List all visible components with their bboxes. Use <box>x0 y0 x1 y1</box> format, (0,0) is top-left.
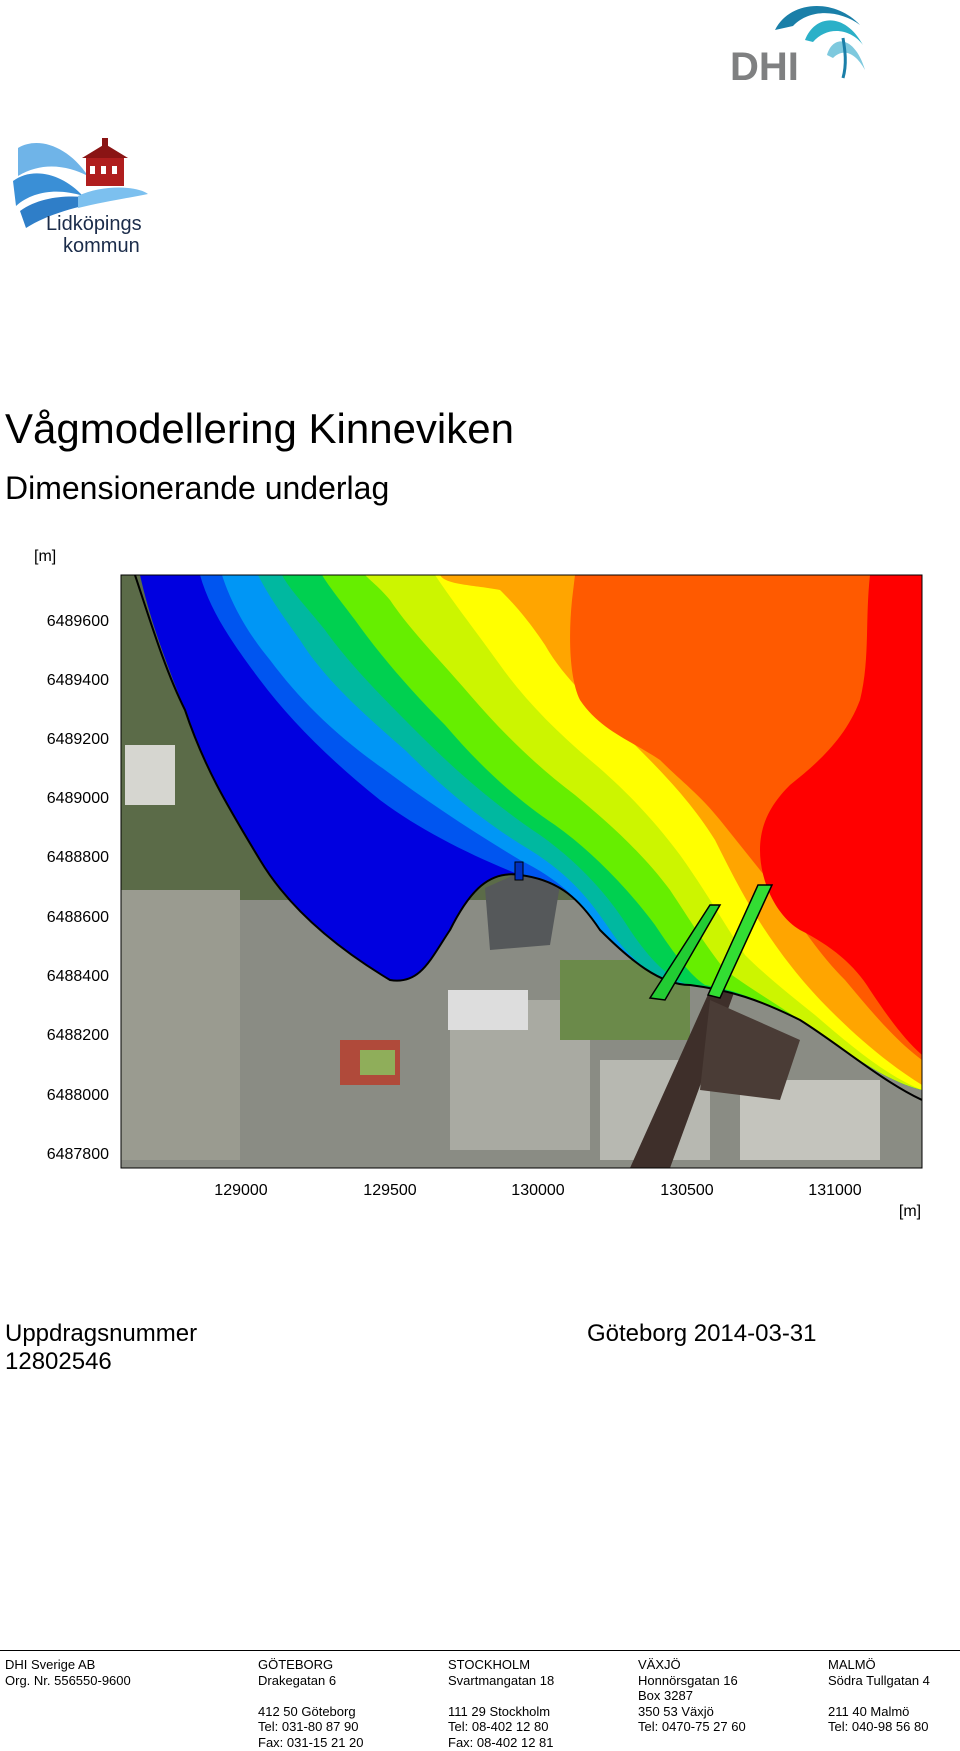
municipality-logo-line2: kommun <box>63 235 140 257</box>
footer-office-stockholm: STOCKHOLM Svartmangatan 18 111 29 Stockh… <box>448 1657 554 1751</box>
footer-line: MALMÖ <box>828 1657 876 1672</box>
assignment-label: Uppdragsnummer <box>5 1320 198 1347</box>
footer-line: Box 3287 <box>638 1688 693 1704</box>
footer-line: VÄXJÖ <box>638 1657 681 1672</box>
footer-line: Södra Tullgatan 4 <box>828 1672 930 1688</box>
dhi-logo: DHI <box>730 6 865 84</box>
place-and-date: Göteborg 2014-03-31 <box>587 1320 817 1347</box>
footer-line: Svartmangatan 18 <box>448 1672 555 1688</box>
footer-line: 111 29 Stockholm <box>448 1703 551 1719</box>
map-plot-area <box>121 575 922 1168</box>
wave-model-map: [m] 648960 <box>34 548 923 1220</box>
footer-office-malmo: MALMÖ Södra Tullgatan 4 211 40 Malmö Tel… <box>828 1657 930 1735</box>
y-tick-6488600: 6488600 <box>47 909 109 926</box>
footer-line: 211 40 Malmö <box>828 1703 910 1719</box>
y-unit-label: [m] <box>34 548 56 565</box>
footer-divider <box>0 1650 960 1651</box>
footer-line: 412 50 Göteborg <box>258 1703 356 1719</box>
footer-line: GÖTEBORG <box>258 1657 334 1672</box>
x-axis-ticks: 129000 129500 130000 130500 131000 <box>214 1182 861 1199</box>
y-axis-ticks: 6489600 6489400 6489200 6489000 6488800 … <box>47 613 109 1163</box>
x-tick-129500: 129500 <box>363 1182 416 1199</box>
footer-office-vaxjo: VÄXJÖ Honnörsgatan 16 Box 3287 350 53 Vä… <box>638 1657 746 1735</box>
footer-company: DHI Sverige AB Org. Nr. 556550-9600 <box>5 1657 131 1688</box>
y-tick-6489600: 6489600 <box>47 613 109 630</box>
footer-line: STOCKHOLM <box>448 1657 531 1672</box>
footer-office-goteborg: GÖTEBORG Drakegatan 6 412 50 Göteborg Te… <box>258 1657 364 1751</box>
footer-line: Tel: 08-402 12 80 <box>448 1719 549 1735</box>
footer-line: DHI Sverige AB <box>5 1657 96 1672</box>
document-title: Vågmodellering Kinneviken <box>5 405 514 452</box>
footer-line: Honnörsgatan 16 <box>638 1672 738 1688</box>
y-tick-6488200: 6488200 <box>47 1027 109 1044</box>
y-tick-6488800: 6488800 <box>47 849 109 866</box>
y-tick-6487800: 6487800 <box>47 1146 109 1163</box>
dhi-logo-text: DHI <box>730 45 799 84</box>
y-tick-6488000: 6488000 <box>47 1087 109 1104</box>
footer-line: 350 53 Växjö <box>638 1703 714 1719</box>
x-tick-130000: 130000 <box>511 1182 564 1199</box>
footer-line: Tel: 040-98 56 80 <box>828 1719 929 1735</box>
footer-line: Fax: 031-15 21 20 <box>258 1734 364 1750</box>
x-unit-label: [m] <box>899 1203 921 1220</box>
footer-line <box>448 1688 554 1704</box>
footer-line <box>828 1688 930 1704</box>
assignment-number: 12802546 <box>5 1348 112 1375</box>
footer-line: Tel: 031-80 87 90 <box>258 1719 359 1735</box>
footer-line: Fax: 08-402 12 81 <box>448 1734 554 1750</box>
x-tick-130500: 130500 <box>660 1182 713 1199</box>
municipality-logo-line1: Lidköpings <box>46 213 142 235</box>
y-tick-6489200: 6489200 <box>47 731 109 748</box>
footer-line <box>258 1688 364 1704</box>
municipality-logo: Lidköpings kommun <box>13 138 148 257</box>
y-tick-6489400: 6489400 <box>47 672 109 689</box>
y-tick-6488400: 6488400 <box>47 968 109 985</box>
footer-line: Tel: 0470-75 27 60 <box>638 1719 746 1735</box>
x-tick-129000: 129000 <box>214 1182 267 1199</box>
y-tick-6489000: 6489000 <box>47 790 109 807</box>
footer-line: Drakegatan 6 <box>258 1672 337 1688</box>
footer-line: Org. Nr. 556550-9600 <box>5 1672 131 1688</box>
document-subtitle: Dimensionerande underlag <box>5 470 390 506</box>
x-tick-131000: 131000 <box>808 1182 861 1199</box>
